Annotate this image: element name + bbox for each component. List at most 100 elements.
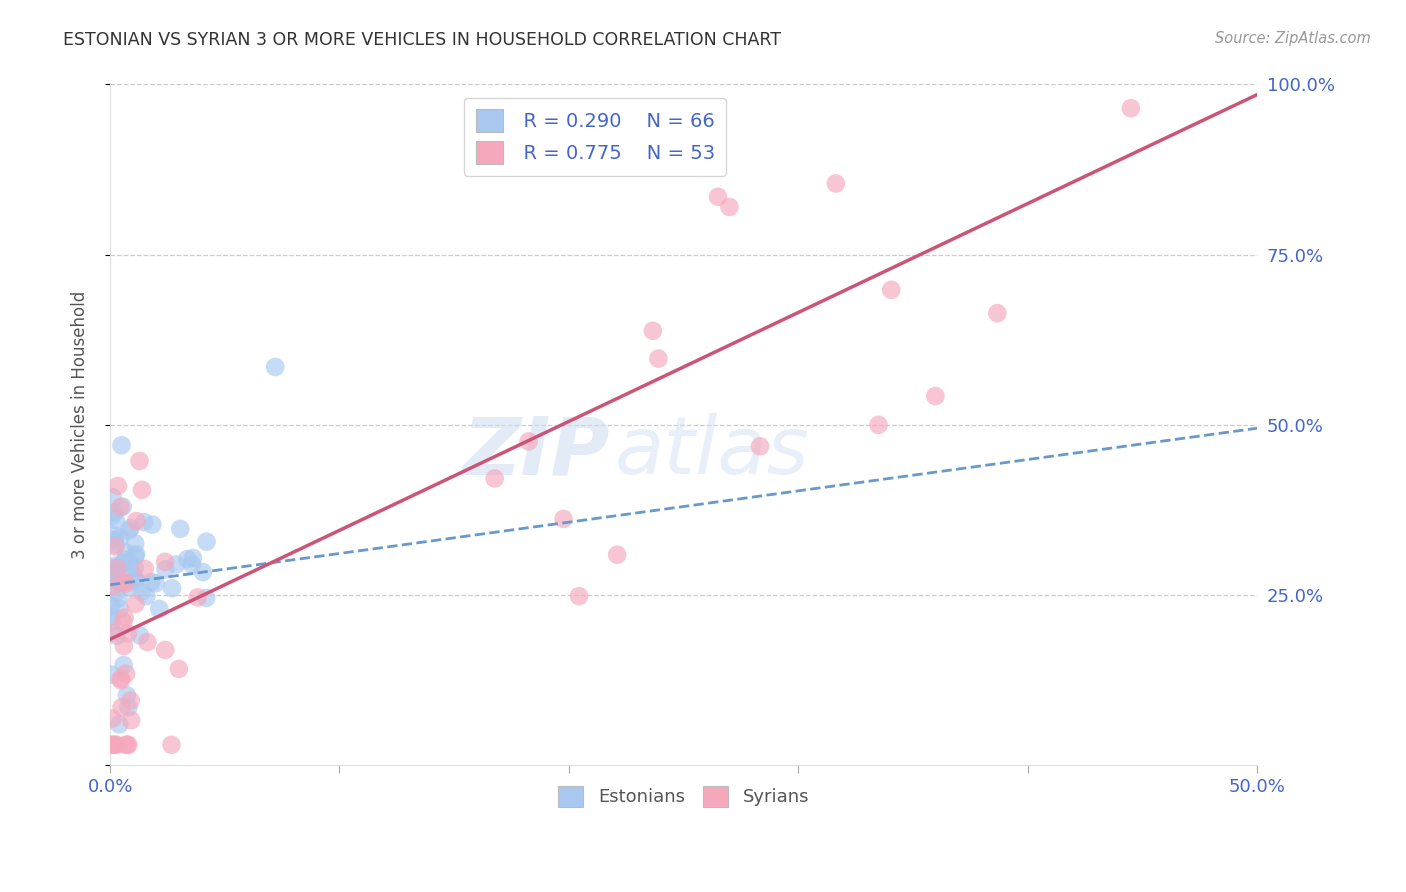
Point (108, 531, 131, 545)
Point (104, 513, 127, 527)
Point (105, 738, 128, 752)
Point (707, 190, 730, 204)
Point (111, 556, 134, 570)
Point (641, 324, 664, 338)
Point (115, 688, 138, 702)
Point (145, 576, 167, 591)
Point (131, 483, 153, 497)
Point (105, 561, 128, 575)
Point (114, 574, 136, 589)
Point (195, 534, 218, 549)
Point (108, 717, 131, 731)
Point (120, 521, 142, 535)
Point (553, 512, 575, 526)
Point (105, 629, 128, 643)
Point (176, 552, 198, 566)
Point (105, 570, 128, 584)
Text: Source: ZipAtlas.com: Source: ZipAtlas.com (1215, 31, 1371, 46)
Point (264, 359, 287, 374)
Point (101, 491, 124, 505)
Point (880, 283, 903, 297)
Point (101, 738, 124, 752)
Point (104, 558, 127, 573)
Point (100, 667, 122, 681)
Point (104, 540, 127, 554)
Point (110, 575, 132, 590)
Point (111, 500, 134, 514)
Point (129, 628, 152, 642)
Point (169, 522, 191, 536)
Point (181, 558, 204, 572)
Point (141, 574, 163, 589)
Point (117, 738, 139, 752)
Point (1119, 101, 1142, 115)
Point (134, 562, 156, 576)
Point (104, 585, 127, 599)
Point (484, 471, 506, 485)
Point (924, 389, 946, 403)
Point (103, 571, 125, 585)
Point (160, 581, 183, 595)
Point (104, 528, 127, 542)
Text: ESTONIAN VS SYRIAN 3 OR MORE VEHICLES IN HOUSEHOLD CORRELATION CHART: ESTONIAN VS SYRIAN 3 OR MORE VEHICLES IN… (63, 31, 782, 49)
Point (115, 738, 138, 752)
Point (181, 551, 204, 566)
Point (118, 524, 141, 538)
Point (101, 561, 124, 575)
Point (108, 575, 131, 590)
Point (105, 566, 128, 581)
Point (606, 548, 628, 562)
Point (517, 434, 540, 449)
Point (125, 547, 148, 561)
Point (114, 610, 136, 624)
Point (824, 177, 846, 191)
Point (100, 615, 122, 629)
Point (100, 599, 122, 613)
Point (124, 536, 146, 550)
Point (131, 585, 153, 599)
Point (101, 626, 124, 640)
Point (110, 672, 132, 686)
Point (155, 643, 177, 657)
Point (187, 591, 209, 605)
Point (120, 555, 142, 569)
Point (101, 738, 124, 752)
Point (107, 574, 129, 589)
Point (120, 713, 142, 727)
Point (191, 565, 214, 579)
Point (104, 533, 127, 547)
Point (167, 662, 190, 676)
Point (136, 635, 159, 649)
Point (124, 597, 146, 611)
Point (101, 509, 124, 524)
Point (114, 576, 136, 591)
Point (155, 562, 177, 576)
Point (128, 454, 150, 468)
Point (108, 574, 131, 589)
Point (108, 602, 131, 616)
Point (135, 589, 157, 603)
Point (104, 738, 127, 752)
Point (114, 553, 136, 567)
Point (125, 514, 148, 528)
Point (141, 517, 163, 532)
Point (107, 479, 129, 493)
Point (103, 505, 125, 519)
Point (103, 580, 125, 594)
Point (115, 666, 138, 681)
Point (110, 558, 132, 573)
Point (110, 438, 132, 452)
Point (104, 538, 127, 552)
Point (117, 700, 139, 714)
Point (986, 306, 1008, 320)
Point (110, 673, 132, 688)
Point (110, 700, 132, 714)
Point (718, 200, 741, 214)
Point (153, 555, 176, 569)
Point (121, 566, 143, 580)
Y-axis label: 3 or more Vehicles in Household: 3 or more Vehicles in Household (72, 291, 89, 559)
Point (112, 657, 135, 672)
Point (132, 515, 155, 529)
Point (160, 738, 183, 752)
Point (868, 417, 890, 432)
